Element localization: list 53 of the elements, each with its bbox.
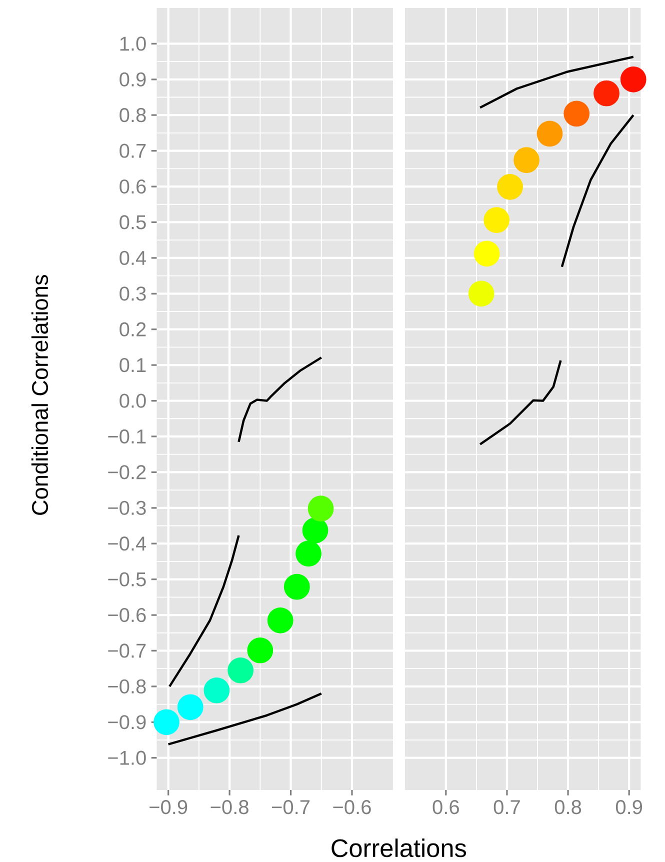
point: [564, 100, 590, 127]
y-tick-label: −0.1: [108, 429, 146, 444]
point: [308, 496, 334, 522]
point: [594, 80, 620, 106]
point: [497, 174, 523, 200]
y-tick-label: −0.6: [108, 608, 146, 622]
x-tick-label: 0.9: [616, 800, 642, 814]
x-tick-label: −0.8: [210, 800, 248, 814]
y-tick-label: 0.7: [120, 144, 146, 158]
y-tick-label: −1.0: [108, 750, 146, 765]
y-tick-label: 1.0: [120, 36, 146, 51]
x-tick-label: −0.6: [333, 800, 371, 814]
point: [514, 147, 540, 174]
y-tick-label: 0.1: [120, 358, 146, 372]
y-tick-label: 0.5: [120, 215, 146, 230]
y-tick-label: 0.2: [120, 322, 146, 336]
line-series: [167, 692, 323, 746]
y-tick-label: 0.8: [120, 108, 146, 122]
x-tick-label: 0.6: [432, 800, 459, 814]
point: [177, 694, 204, 720]
point: [296, 540, 322, 567]
point: [468, 280, 494, 307]
y-tick-label: −0.8: [108, 679, 146, 694]
y-tick-label: −0.7: [108, 644, 146, 658]
line-series: [168, 534, 240, 688]
x-tick-label: 0.8: [554, 800, 582, 814]
y-tick-label: −0.5: [108, 572, 146, 586]
point: [204, 677, 230, 704]
point: [302, 517, 328, 544]
point: [228, 657, 254, 684]
y-tick-label: 0.3: [120, 286, 146, 301]
y-tick-label: −0.4: [108, 536, 146, 551]
point: [474, 240, 500, 267]
y-tick-label: −0.9: [108, 715, 146, 730]
y-tick-label: 0.6: [120, 179, 146, 194]
x-tick-label: −0.9: [150, 800, 188, 814]
x-axis-title: Correlations: [332, 838, 466, 858]
point: [284, 574, 310, 600]
y-tick-label: 0.0: [120, 394, 146, 408]
point: [620, 66, 646, 92]
point: [536, 120, 563, 147]
line-series: [238, 356, 323, 443]
point: [484, 207, 510, 234]
y-tick-label: 0.9: [120, 72, 146, 86]
y-tick-label: 0.4: [120, 250, 146, 266]
x-tick-label: −0.7: [272, 800, 310, 814]
point: [247, 637, 274, 664]
y-tick-label: −0.3: [108, 500, 146, 515]
x-tick-label: 0.7: [494, 800, 520, 814]
y-axis-title: Conditional Correlations: [31, 275, 48, 515]
point: [267, 607, 294, 634]
y-tick-label: −0.2: [108, 465, 146, 480]
point: [154, 709, 180, 736]
